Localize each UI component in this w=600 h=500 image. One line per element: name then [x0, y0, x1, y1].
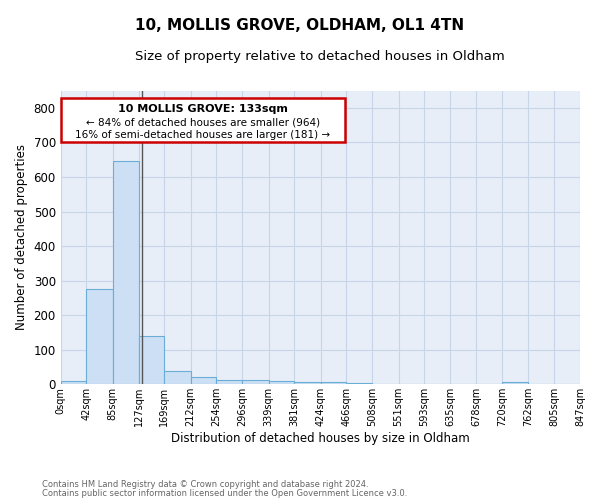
FancyBboxPatch shape: [61, 98, 344, 142]
Bar: [217, 380, 242, 384]
Text: Contains HM Land Registry data © Crown copyright and database right 2024.: Contains HM Land Registry data © Crown c…: [42, 480, 368, 489]
Bar: [294, 382, 320, 384]
Text: ← 84% of detached houses are smaller (964): ← 84% of detached houses are smaller (96…: [86, 118, 320, 128]
Text: 10 MOLLIS GROVE: 133sqm: 10 MOLLIS GROVE: 133sqm: [118, 104, 288, 114]
Y-axis label: Number of detached properties: Number of detached properties: [15, 144, 28, 330]
Bar: [191, 378, 217, 384]
Bar: [86, 290, 113, 384]
Bar: [320, 382, 346, 384]
Bar: [269, 381, 294, 384]
Bar: [139, 336, 164, 384]
Title: Size of property relative to detached houses in Oldham: Size of property relative to detached ho…: [136, 50, 505, 63]
Text: 16% of semi-detached houses are larger (181) →: 16% of semi-detached houses are larger (…: [76, 130, 331, 140]
X-axis label: Distribution of detached houses by size in Oldham: Distribution of detached houses by size …: [171, 432, 470, 445]
Text: 10, MOLLIS GROVE, OLDHAM, OL1 4TN: 10, MOLLIS GROVE, OLDHAM, OL1 4TN: [136, 18, 464, 32]
Bar: [242, 380, 269, 384]
Bar: [502, 382, 528, 384]
Bar: [164, 371, 191, 384]
Bar: [61, 381, 86, 384]
Bar: [346, 382, 372, 384]
Text: Contains public sector information licensed under the Open Government Licence v3: Contains public sector information licen…: [42, 489, 407, 498]
Bar: [113, 162, 139, 384]
